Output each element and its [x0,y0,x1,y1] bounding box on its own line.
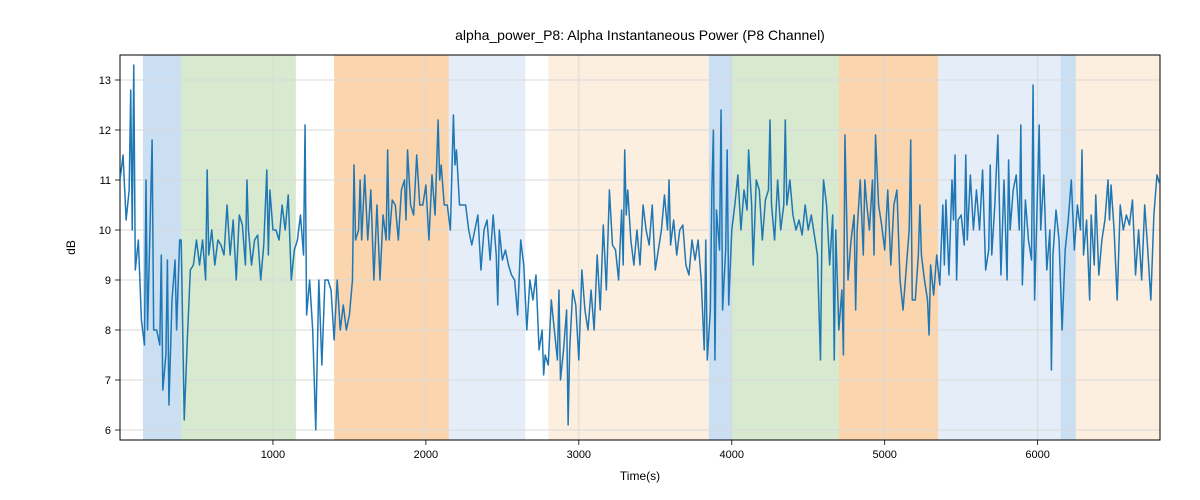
y-tick-label: 6 [105,425,111,437]
x-axis: 1000 2000 3000 4000 5000 6000 [261,440,1050,461]
chart-title: alpha_power_P8: Alpha Instantaneous Powe… [455,27,825,43]
y-tick-label: 13 [99,75,111,87]
y-tick-label: 8 [105,325,111,337]
x-tick-label: 6000 [1025,449,1049,461]
line-chart: 1000 2000 3000 4000 5000 6000 6 7 8 9 10 11 12 13 alph… [0,0,1200,500]
x-tick-label: 5000 [872,449,896,461]
y-tick-label: 10 [99,225,111,237]
x-axis-label: Time(s) [620,469,660,483]
x-tick-label: 4000 [720,449,744,461]
chart-container: 1000 2000 3000 4000 5000 6000 6 7 8 9 10 11 12 13 alph… [0,0,1200,500]
y-tick-label: 11 [100,175,111,187]
y-tick-label: 12 [99,125,111,137]
y-axis-label: dB [64,240,78,255]
x-tick-label: 1000 [261,449,285,461]
y-tick-label: 7 [105,375,111,387]
x-tick-label: 2000 [414,449,438,461]
x-tick-label: 3000 [567,449,591,461]
y-axis: 6 7 8 9 10 11 12 13 [99,75,120,437]
y-tick-label: 9 [105,275,111,287]
